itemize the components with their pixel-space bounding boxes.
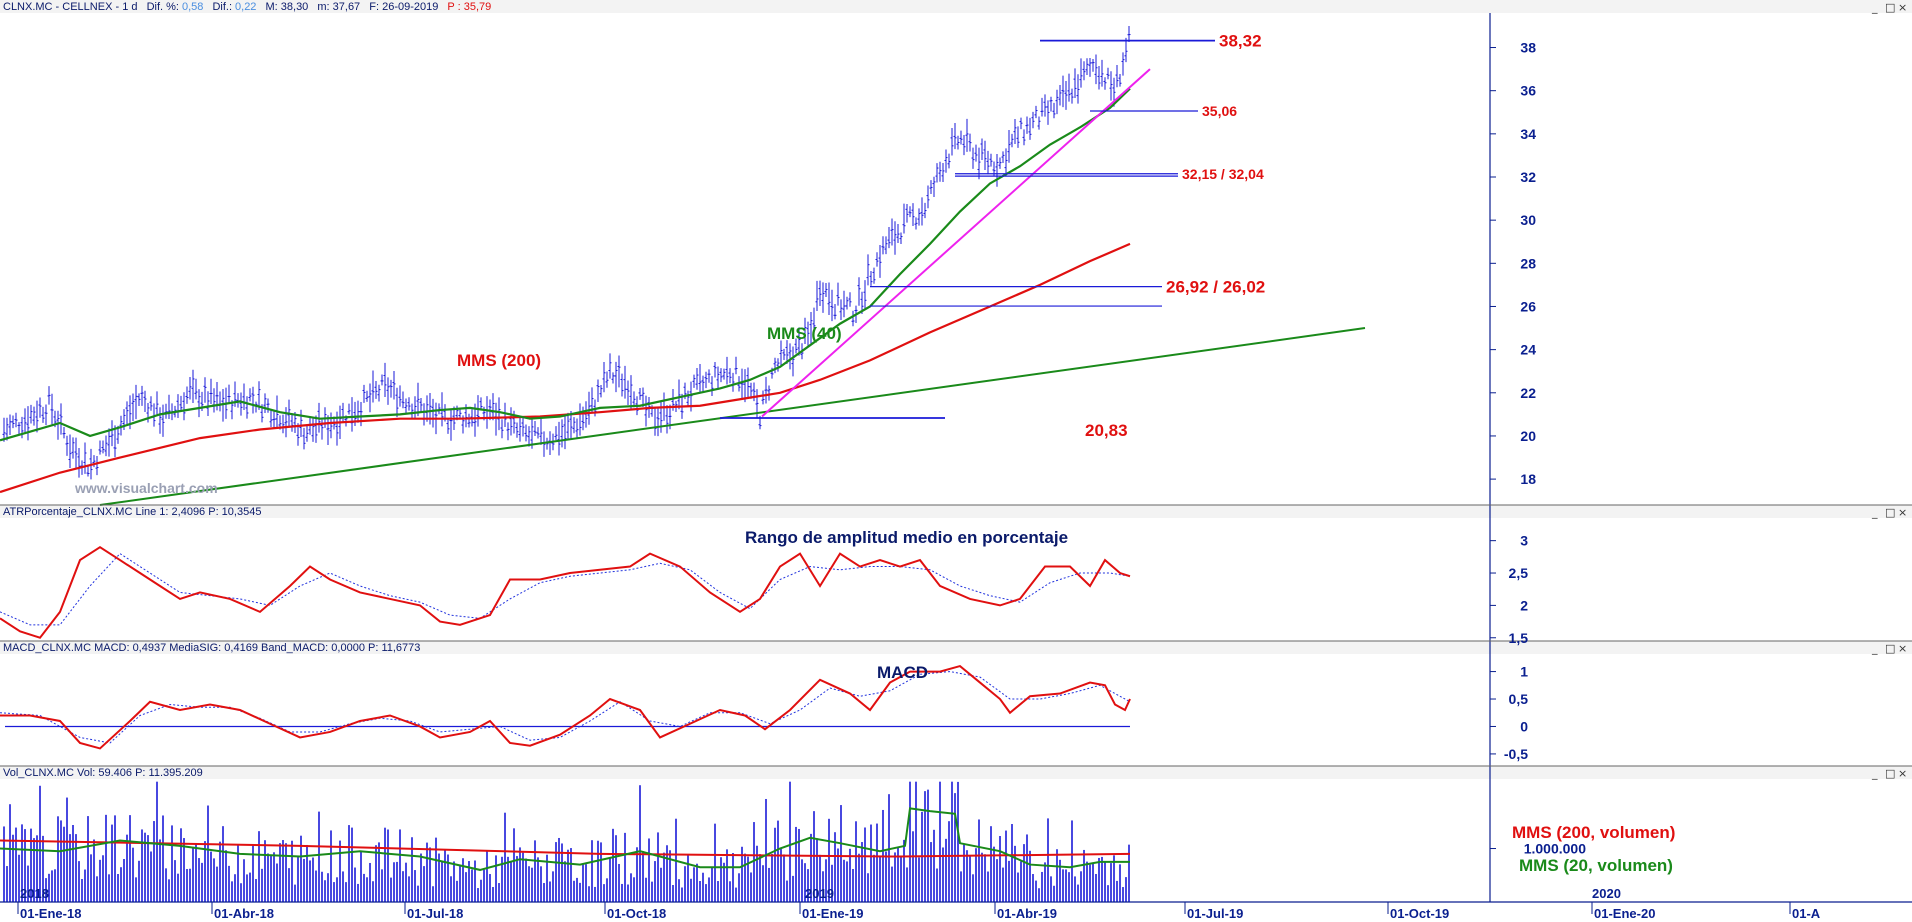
y-tick-label: 30 xyxy=(1520,212,1536,228)
volume-header-strip xyxy=(0,766,1912,779)
y-tick-label: 28 xyxy=(1520,255,1536,271)
y-tick-label: 32 xyxy=(1520,169,1536,185)
y-tick-label: -0,5 xyxy=(1504,746,1528,762)
signal-line xyxy=(0,552,1131,626)
mms200-annotation: MMS (200) xyxy=(457,351,541,370)
y-tick-label: 3 xyxy=(1520,533,1528,549)
macd-panel xyxy=(0,664,1131,750)
signal-line xyxy=(0,671,1131,744)
atr-header-strip xyxy=(0,505,1912,518)
y-tick-label: 18 xyxy=(1520,471,1536,487)
volume-bars xyxy=(3,781,1130,902)
y-tick-label: 2,5 xyxy=(1509,565,1529,581)
year-label: 2019 xyxy=(805,886,834,901)
x-tick-label: 01-Ene-19 xyxy=(802,906,863,921)
x-tick-label: 01-A xyxy=(1792,906,1821,921)
level-label: 38,32 xyxy=(1219,32,1262,51)
series-mms-200-volumen xyxy=(0,839,1131,858)
y-tick-label: 2 xyxy=(1520,597,1528,613)
series-mms-20-volumen xyxy=(0,807,1130,871)
price-header: CLNX.MC - CELLNEX - 1 d Dif. %: 0,58 Dif.… xyxy=(3,1,491,13)
mms40-annotation: MMS (40) xyxy=(767,324,842,343)
atr-header: ATRPorcentaje_CLNX.MC Line 1: 2,4096 P: … xyxy=(3,506,261,518)
x-tick-label: 01-Abr-18 xyxy=(214,906,274,921)
y-tick-label: 1.000.000 xyxy=(1524,841,1586,857)
y-tick-label: 0,5 xyxy=(1509,691,1529,707)
series-mms-40- xyxy=(0,87,1131,442)
atr-title: Rango de amplitud medio en porcentaje xyxy=(745,528,1068,547)
x-tick-label: 01-Abr-19 xyxy=(997,906,1057,921)
window-button-0[interactable]: _ xyxy=(1871,767,1878,780)
watermark: www.visualchart.com xyxy=(74,480,218,496)
window-button-2[interactable]: × xyxy=(1898,1,1907,14)
series-trend-green xyxy=(99,327,1366,506)
price-panel: 38,32 35,06 32,15 / 32,04 26,92 / 26,02 20,8… xyxy=(0,25,1366,506)
window-button-0[interactable]: _ xyxy=(1871,642,1878,655)
x-tick-label: 01-Oct-18 xyxy=(607,906,666,921)
y-tick-label: 24 xyxy=(1520,342,1536,358)
y-tick-label: 34 xyxy=(1520,126,1536,142)
y-tick-label: 38 xyxy=(1520,40,1536,56)
window-button-1[interactable]: □ xyxy=(1885,642,1895,655)
y-tick-label: 22 xyxy=(1520,385,1536,401)
window-button-0[interactable]: _ xyxy=(1871,1,1878,14)
window-button-1[interactable]: □ xyxy=(1885,1,1895,14)
main-line xyxy=(0,664,1131,750)
legend-mms200-volumen: MMS (200, volumen) xyxy=(1512,823,1675,842)
volume-header: Vol_CLNX.MC Vol: 59.406 P: 11.395.209 xyxy=(3,767,203,779)
window-button-1[interactable]: □ xyxy=(1885,506,1895,519)
x-tick-label: 01-Ene-18 xyxy=(20,906,81,921)
level-label: 32,15 / 32,04 xyxy=(1182,166,1264,182)
y-tick-label: 20 xyxy=(1520,428,1536,444)
x-tick-label: 01-Jul-19 xyxy=(1187,906,1243,921)
window-button-2[interactable]: × xyxy=(1898,506,1907,519)
y-tick-label: 1,5 xyxy=(1509,630,1529,646)
macd-title: MACD xyxy=(877,663,928,682)
window-button-2[interactable]: × xyxy=(1898,642,1907,655)
window-button-2[interactable]: × xyxy=(1898,767,1907,780)
level-label: 20,83 xyxy=(1085,421,1128,440)
x-tick-label: 01-Jul-18 xyxy=(407,906,463,921)
price-bars xyxy=(2,25,1131,480)
x-tick-label: 01-Oct-19 xyxy=(1390,906,1449,921)
year-label: 2018 xyxy=(20,886,49,901)
y-tick-label: 0 xyxy=(1520,718,1528,734)
y-tick-label: 36 xyxy=(1520,83,1536,99)
window-button-0[interactable]: _ xyxy=(1871,506,1878,519)
level-label: 26,92 / 26,02 xyxy=(1166,278,1265,297)
series-trend-magenta xyxy=(761,68,1151,418)
price-header-strip xyxy=(0,0,1912,13)
year-label: 2020 xyxy=(1592,886,1621,901)
volume-panel xyxy=(0,781,1131,902)
y-tick-label: 1 xyxy=(1520,664,1528,680)
level-label: 35,06 xyxy=(1202,103,1237,119)
atr-panel xyxy=(0,545,1131,639)
x-tick-label: 01-Ene-20 xyxy=(1594,906,1655,921)
series-mms-200- xyxy=(0,242,1131,494)
y-tick-label: 26 xyxy=(1520,298,1536,314)
macd-header-strip xyxy=(0,641,1912,654)
legend-mms20-volumen: MMS (20, volumen) xyxy=(1519,856,1673,875)
macd-header: MACD_CLNX.MC MACD: 0,4937 MediaSIG: 0,41… xyxy=(3,642,420,654)
window-button-1[interactable]: □ xyxy=(1885,767,1895,780)
main-line xyxy=(0,545,1131,639)
